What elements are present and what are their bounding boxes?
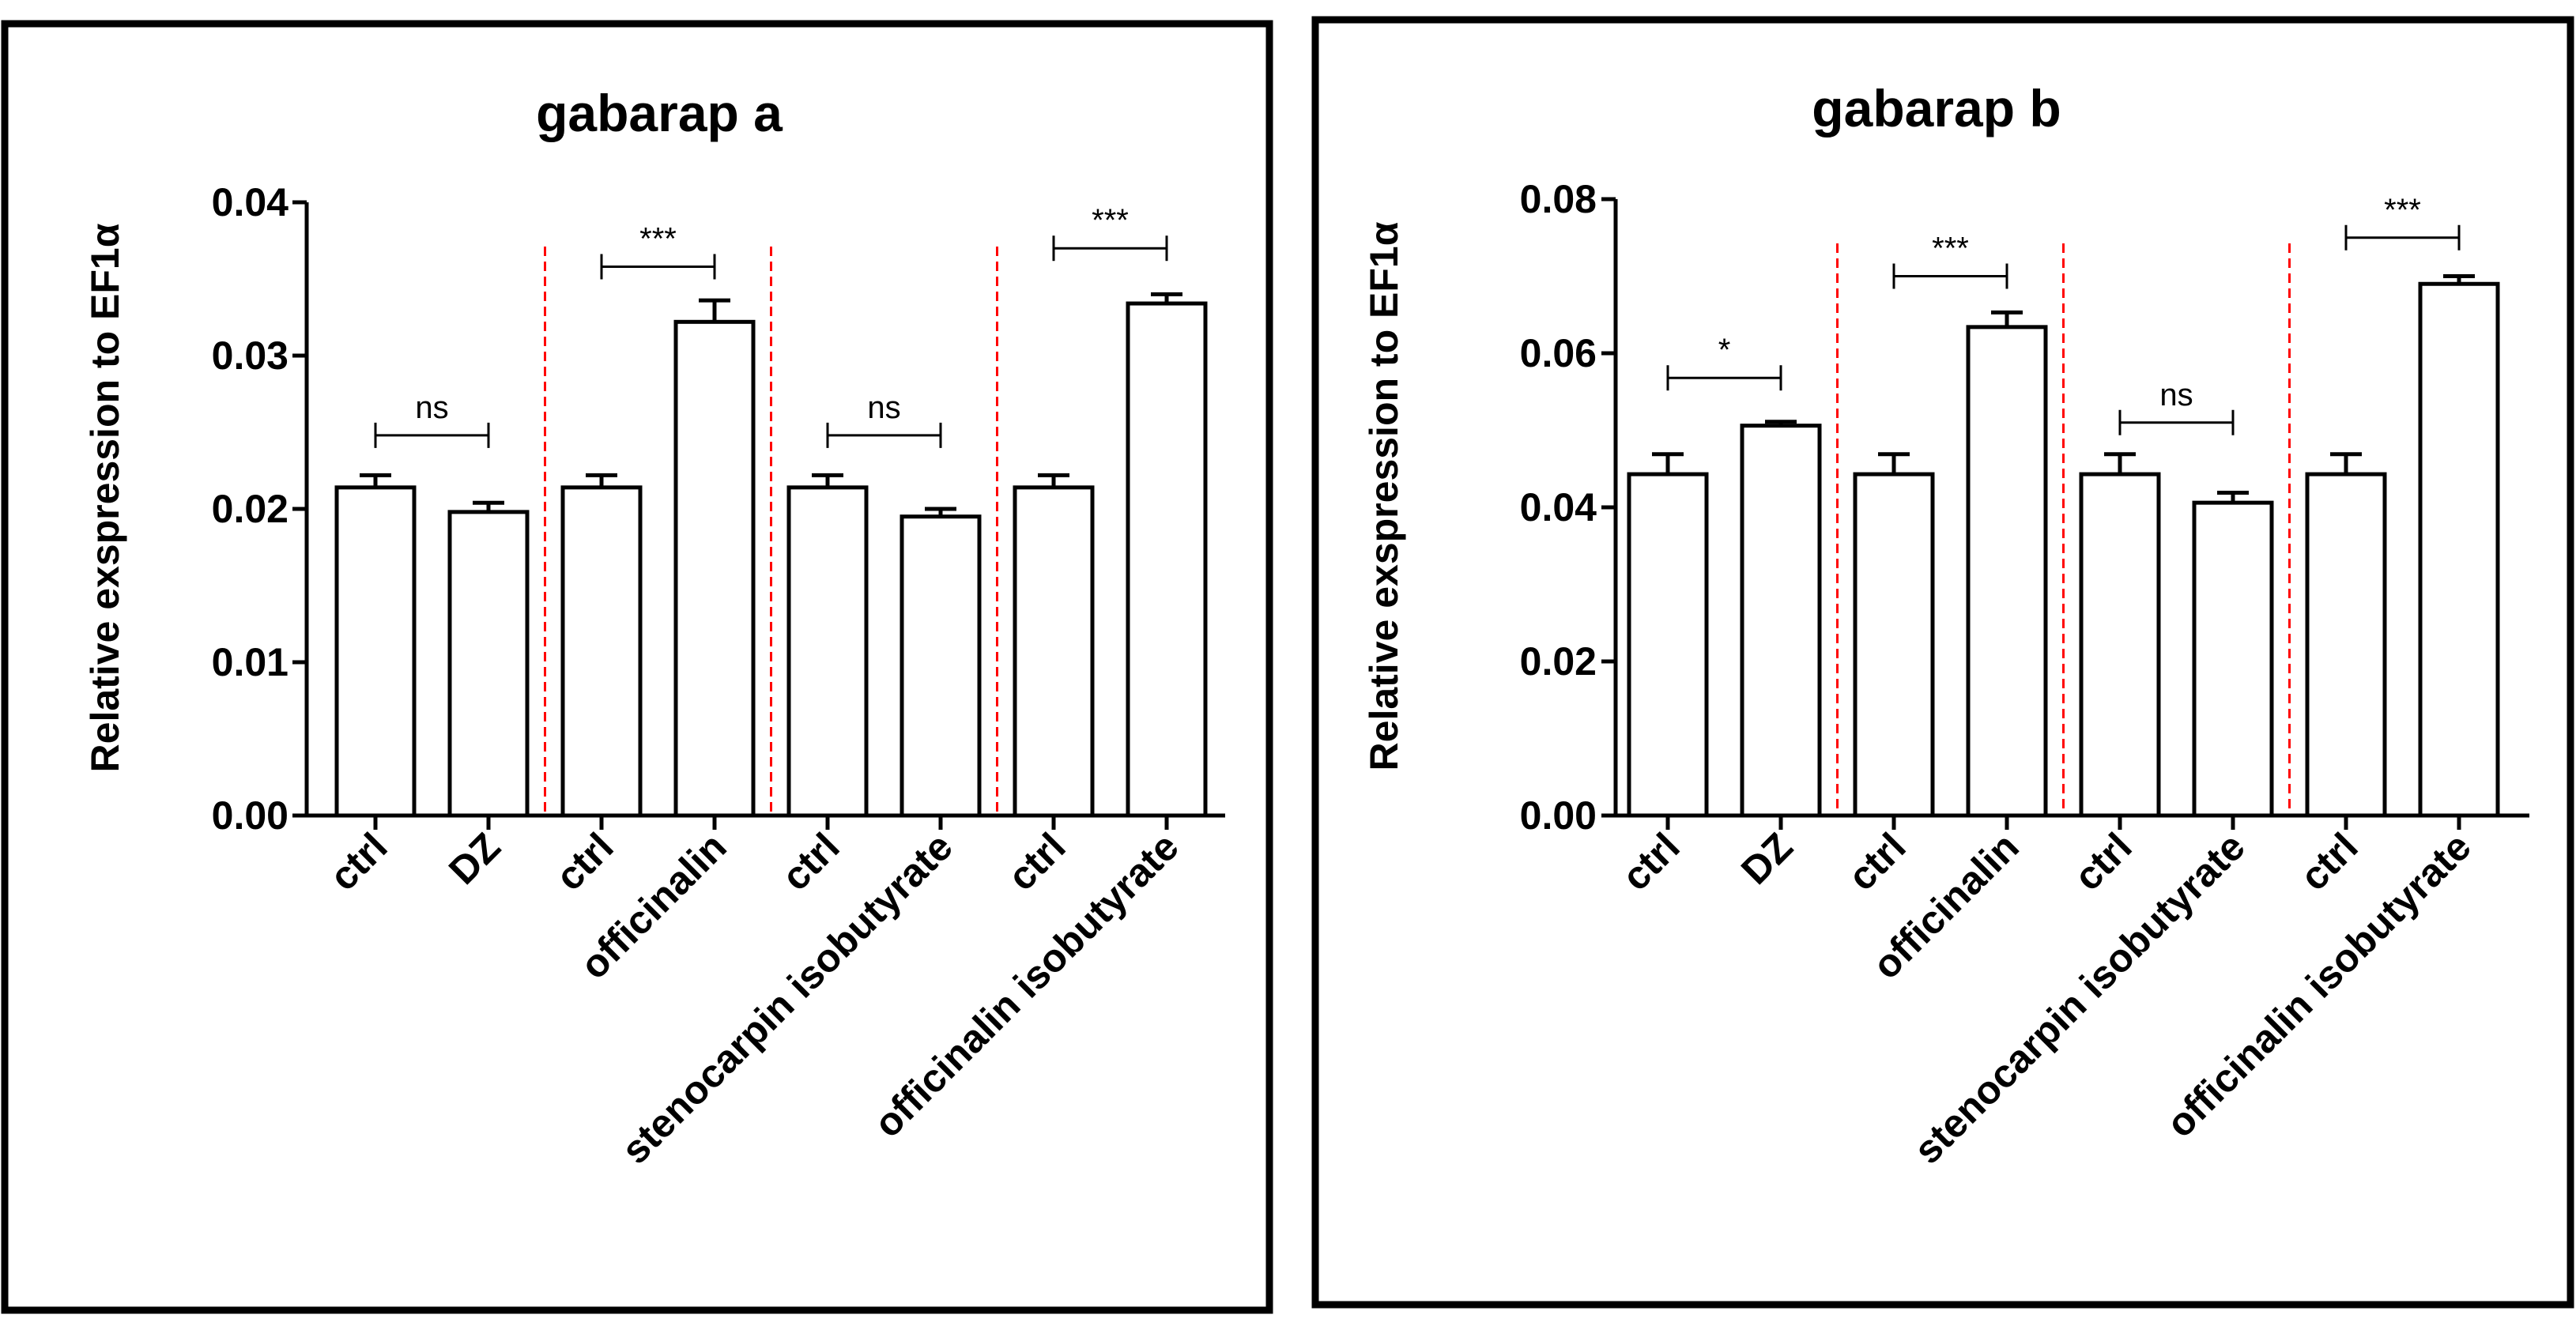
chart-1-bar <box>1627 472 1709 818</box>
chart-1-bar <box>2418 281 2500 818</box>
chart-0-significance-label: *** <box>1092 203 1129 238</box>
chart-0-bar <box>900 514 982 818</box>
chart-0-bar <box>1013 485 1095 818</box>
chart-1-category-label: ctrl <box>1613 824 1688 899</box>
chart-1-y-tick-label: 0.06 <box>1520 331 1597 375</box>
chart-1-significance-label: *** <box>2384 193 2421 228</box>
chart-1-y-tick-label: 0.02 <box>1520 639 1597 684</box>
chart-1-bar <box>2192 500 2274 818</box>
chart-1-significance-label: *** <box>1932 232 1969 266</box>
chart-1-category-label: DZ <box>1733 824 1801 893</box>
chart-0-y-tick-label: 0.04 <box>212 180 289 224</box>
chart-0-significance-label: ns <box>415 390 448 425</box>
chart-1-bar <box>1740 424 1822 818</box>
chart-1-y-tick-label: 0.04 <box>1520 485 1597 529</box>
chart-0-significance-label: ns <box>867 390 900 425</box>
chart-1-significance-label: * <box>1718 333 1731 367</box>
panel-b: gabarap b Relative exspression to EF1α 0… <box>1311 16 2574 1309</box>
chart-0-bar <box>1126 301 1208 818</box>
chart-0-bar <box>673 319 756 818</box>
chart-0-y-tick-label: 0.01 <box>212 640 289 684</box>
chart-0-y-tick-label: 0.00 <box>212 793 289 838</box>
chart-0-bar <box>560 485 643 818</box>
chart-1-bar <box>1966 325 2048 818</box>
chart-1-significance-label: ns <box>2159 378 2193 412</box>
chart-1-bar <box>1853 472 1935 818</box>
chart-0-bar <box>334 485 417 818</box>
chart-1-category-label: ctrl <box>1839 824 1914 899</box>
chart-1-category-label: ctrl <box>2065 824 2140 899</box>
panel-a: gabarap a Relative exspression to EF1α 0… <box>1 20 1273 1314</box>
panel-a-title: gabarap a <box>536 84 783 142</box>
chart-0-category-label: DZ <box>440 824 509 893</box>
panel-b-title: gabarap b <box>1812 79 2061 137</box>
chart-1-y-tick-label: 0.08 <box>1520 177 1597 221</box>
panel-b-border <box>1311 16 2574 1309</box>
chart-0-bar <box>786 485 869 818</box>
chart-0-category-label: ctrl <box>547 824 622 899</box>
chart-0-bar <box>447 510 530 818</box>
chart-0-category-label: ctrl <box>773 824 848 899</box>
panel-b-ylabel: Relative exspression to EF1α <box>1362 221 1406 770</box>
panel-a-border <box>1 20 1273 1314</box>
panel-a-ylabel: Relative exspression to EF1α <box>83 223 127 772</box>
chart-0-y-tick-label: 0.03 <box>212 333 289 378</box>
chart-0-significance-label: *** <box>639 221 677 256</box>
chart-0-category-label: ctrl <box>999 824 1074 899</box>
chart-1-category-label: ctrl <box>2291 824 2367 899</box>
chart-1-y-tick-label: 0.00 <box>1520 793 1597 838</box>
chart-1-bar <box>2305 472 2387 818</box>
chart-0-category-label: ctrl <box>321 824 396 899</box>
chart-1-bar <box>2079 472 2161 818</box>
chart-0-y-tick-label: 0.02 <box>212 487 289 531</box>
